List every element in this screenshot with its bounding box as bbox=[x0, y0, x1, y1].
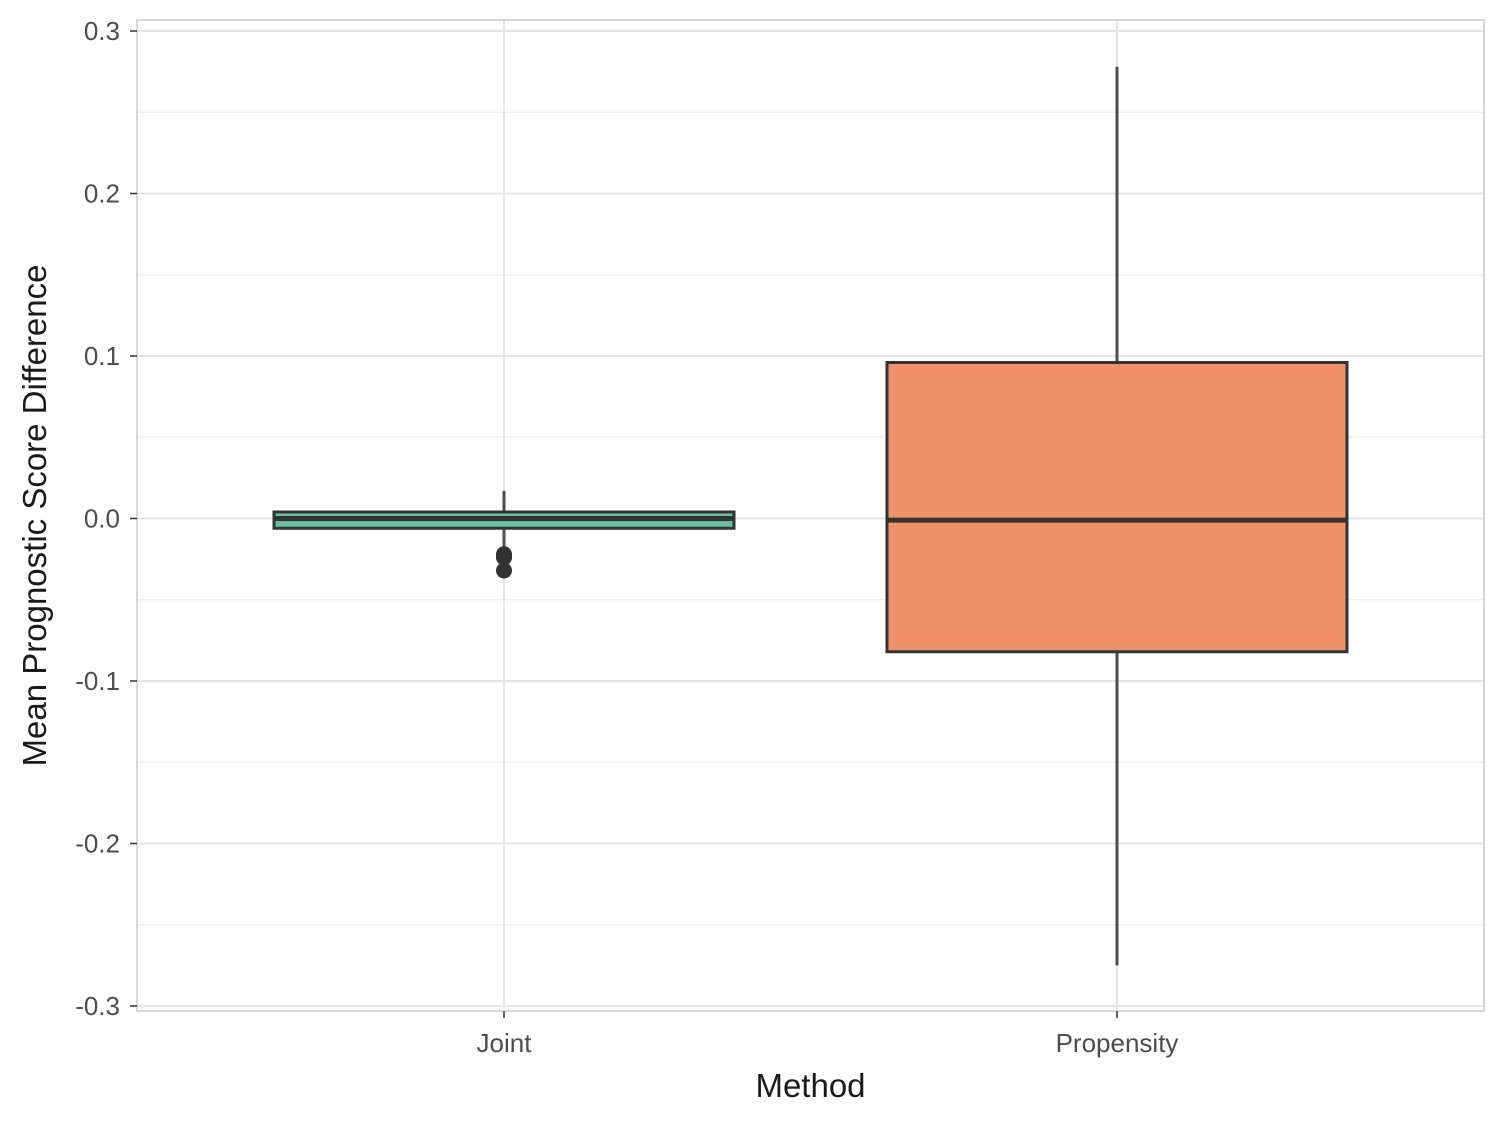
outlier-point bbox=[496, 549, 512, 566]
minor-gridlines bbox=[137, 111, 1484, 926]
x-tick-label: Propensity bbox=[1056, 1028, 1179, 1058]
y-tick-label: 0.0 bbox=[84, 504, 120, 534]
y-tick-label: 0.2 bbox=[84, 179, 120, 209]
box-propensity bbox=[885, 66, 1349, 966]
box-series bbox=[272, 66, 1349, 966]
box-body bbox=[885, 361, 1349, 654]
outlier-point bbox=[496, 562, 512, 579]
y-tick-label: 0.1 bbox=[84, 341, 120, 371]
y-tick-label: -0.3 bbox=[75, 991, 120, 1021]
x-axis-title: Method bbox=[755, 1067, 865, 1104]
x-tick-label: Joint bbox=[477, 1028, 533, 1058]
x-axis-ticks: Joint Propensity bbox=[477, 1011, 1179, 1058]
y-tick-label: 0.3 bbox=[84, 16, 120, 46]
box-joint bbox=[272, 490, 736, 579]
y-tick-label: -0.2 bbox=[75, 829, 120, 859]
y-tick-label: -0.1 bbox=[75, 666, 120, 696]
panel-border bbox=[136, 19, 1485, 1012]
y-axis-title: Mean Prognostic Score Difference bbox=[16, 265, 53, 767]
y-axis-ticks: -0.3 -0.2 -0.1 0.0 0.1 0.2 0.3 bbox=[75, 16, 137, 1021]
